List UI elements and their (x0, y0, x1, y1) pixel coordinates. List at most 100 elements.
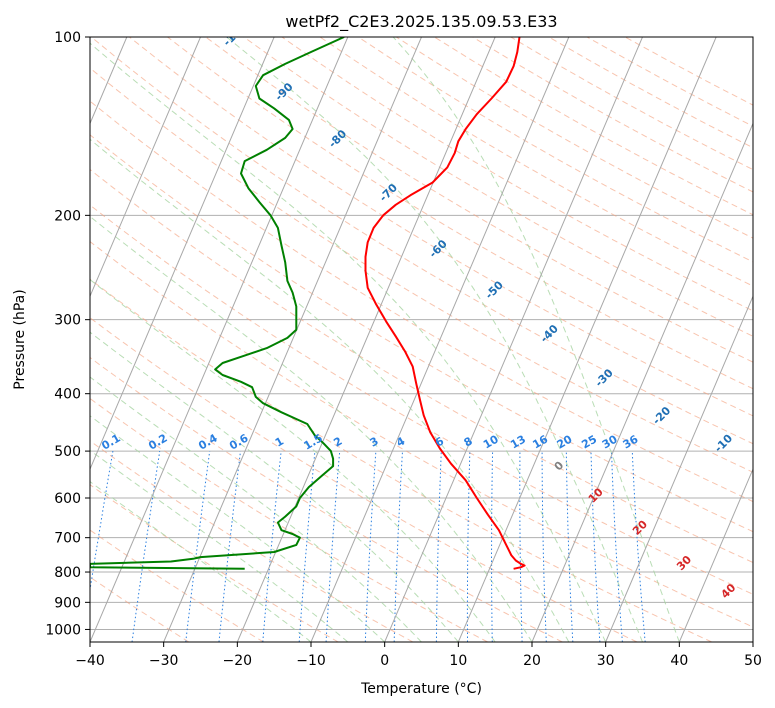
dry-adiabat-line (90, 440, 414, 642)
skewed-isotherms (90, 37, 753, 642)
mixing-ratio-label: 4 (394, 434, 407, 449)
moist-adiabat-line (392, 37, 680, 642)
dry-adiabat-line (434, 37, 753, 216)
mixing-ratio-label: 6 (433, 434, 446, 449)
sounding-profiles (90, 37, 526, 570)
mixing-ratio-label: 8 (462, 435, 475, 450)
moist-adiabat-label: 40 (718, 581, 738, 601)
mixing-ratio-line (631, 451, 646, 642)
dry-adiabat-line (357, 37, 753, 263)
y-tick-label: 200 (54, 208, 81, 224)
moist-adiabat-line (90, 279, 496, 642)
mixing-ratio-label: 1 (273, 435, 286, 450)
dry-adiabat-line (281, 37, 753, 312)
y-tick-label: 900 (54, 595, 81, 611)
mixing-ratio-label: 0.1 (99, 432, 122, 453)
isotherm-line (90, 37, 201, 298)
moist-adiabat-line (90, 42, 607, 642)
temperature-profile (364, 37, 526, 570)
isotherm-line (236, 37, 496, 642)
dry-adiabat-line (90, 317, 638, 642)
y-tick-label: 600 (54, 491, 81, 507)
gridlines (90, 37, 753, 630)
moist-adiabat-line (90, 138, 570, 642)
mixing-ratio-line (298, 451, 316, 642)
mixing-ratio-line (262, 451, 282, 642)
dry-adiabat-line (90, 278, 712, 642)
dry-adiabat-line (90, 529, 264, 642)
isotherm-line (531, 122, 753, 642)
dry-adiabat-line (90, 241, 753, 628)
mixing-ratio-label: 0.6 (227, 431, 251, 452)
x-tick-label: 40 (670, 653, 688, 669)
y-axis-label: Pressure (hPa) (12, 289, 28, 389)
isotherm-line (678, 467, 753, 642)
mixing-ratio-line (185, 451, 211, 642)
dry-adiabat-line (548, 37, 753, 149)
y-tick-label: 500 (54, 444, 81, 460)
x-tick-label: 0 (380, 653, 389, 669)
y-tick-label: 300 (54, 313, 81, 329)
isotherm-label: -40 (538, 322, 561, 345)
dewpoint-profile (90, 37, 345, 570)
dry-adiabat-line (90, 484, 339, 642)
isotherm-label: -60 (427, 237, 450, 260)
moist-adiabats (90, 37, 680, 642)
dry-adiabat-line (90, 168, 753, 564)
isotherm-line (310, 37, 570, 642)
chart-title: wetPf2_C2E3.2025.135.09.53.E33 (285, 12, 557, 32)
moist-adiabat-line (226, 37, 643, 642)
x-tick-label: −40 (75, 653, 105, 669)
y-tick-label: 1000 (45, 622, 81, 638)
dry-adiabat-line (90, 204, 753, 595)
isotherm-label: -70 (377, 181, 400, 204)
mixing-ratio-label: 1.5 (301, 432, 324, 453)
mixing-ratio-label: 36 (621, 432, 641, 451)
isotherm-line (457, 37, 717, 642)
x-tick-label: 10 (449, 653, 467, 669)
isotherm-label: -50 (483, 278, 506, 301)
mixing-ratio-line (491, 451, 494, 642)
mixing-ratio-line (519, 451, 523, 642)
dry-adiabat-line (129, 37, 753, 417)
dry-adiabat-line (90, 100, 753, 503)
moist-adiabat-label: 10 (586, 485, 606, 505)
x-axis: −40 −30 −20 −10 0 10 20 30 40 50 (75, 642, 762, 669)
mixing-ratio-label: 3 (368, 435, 381, 450)
y-axis: 100 200 300 400 500 600 700 800 900 1000 (45, 30, 90, 638)
y-tick-label: 400 (54, 387, 81, 403)
dry-adiabat-line (90, 576, 190, 642)
isotherm-line (605, 295, 753, 642)
plot-frame (89, 36, 754, 643)
dry-adiabat-line (586, 37, 753, 127)
moist-adiabat-line (90, 215, 533, 642)
moist-adiabat-label: 0 (552, 458, 567, 473)
isotherm-line (163, 37, 422, 642)
mixing-ratio-label: 20 (555, 432, 575, 451)
dry-adiabat-line (90, 397, 488, 642)
x-tick-label: 20 (523, 653, 541, 669)
isotherm-line (752, 640, 753, 642)
isotherm-label: -100 (221, 20, 250, 49)
dry-adiabat-line (90, 134, 753, 533)
moist-adiabat-label: 20 (630, 517, 650, 537)
isotherm-label: -80 (326, 127, 349, 150)
mixing-ratio-line (90, 451, 114, 593)
mixing-ratio-label: 13 (508, 433, 528, 452)
moist-adiabat-line (90, 376, 422, 642)
dry-adiabat-line (243, 37, 753, 337)
x-tick-label: −20 (223, 653, 253, 669)
y-tick-label: 700 (54, 531, 81, 547)
isotherm-line (384, 37, 643, 642)
x-tick-label: 30 (597, 653, 615, 669)
mixing-ratio-label: 16 (530, 432, 550, 451)
y-tick-label: 100 (54, 30, 81, 46)
y-tick-label: 800 (54, 565, 81, 581)
x-axis-label: Temperature (°C) (360, 681, 482, 697)
x-tick-label: 50 (744, 653, 762, 669)
mixing-ratio-label: 2 (331, 435, 344, 450)
moist-adiabat-line (90, 415, 386, 642)
mixing-ratio-line (565, 451, 574, 642)
moist-adiabat-line (90, 331, 459, 642)
